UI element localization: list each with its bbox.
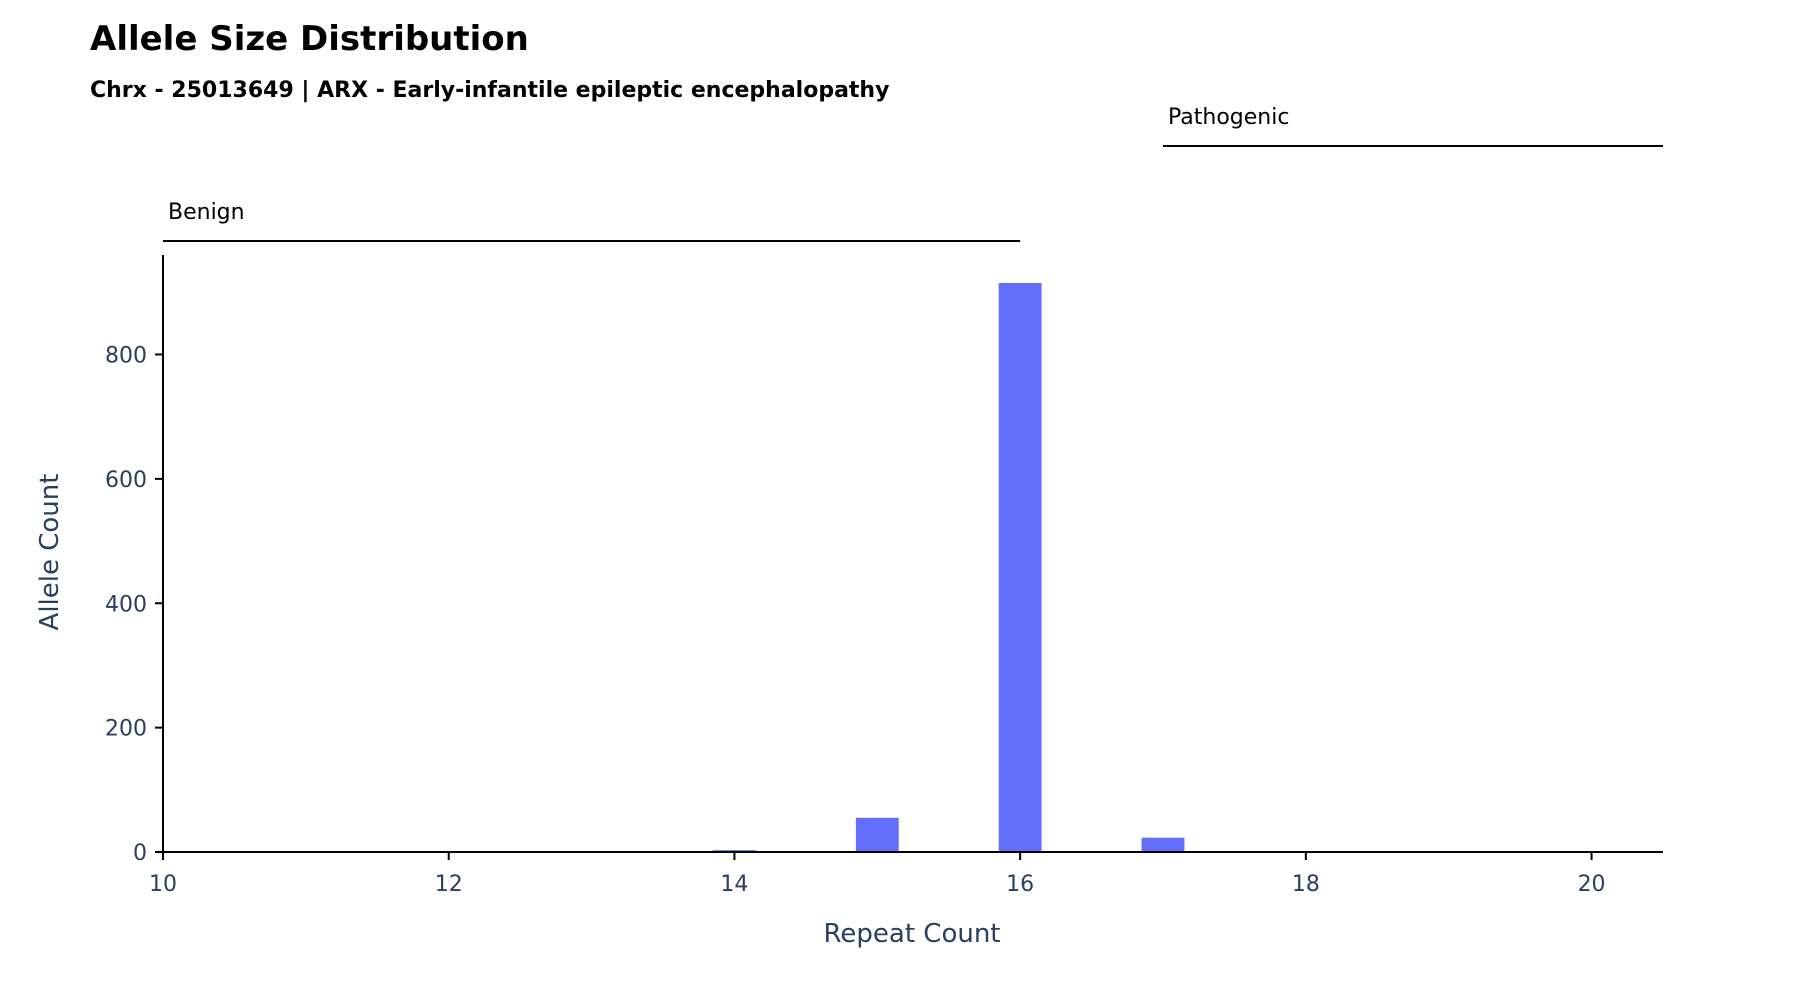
chart-title: Allele Size Distribution [90,19,529,59]
y-tick-label: 0 [133,841,147,866]
x-tick-label: 12 [435,872,463,897]
range-label-benign: Benign [168,200,245,225]
x-tick-label: 10 [149,872,177,897]
x-axis-label: Repeat Count [824,919,1001,949]
y-tick-label: 400 [105,592,147,617]
x-tick-label: 18 [1292,872,1320,897]
bar-16 [998,282,1042,852]
y-tick-label: 600 [105,468,147,493]
bar-15 [855,817,899,852]
range-annotations: Benign Pathogenic [163,105,1663,242]
x-tick-label: 20 [1578,872,1606,897]
y-tick-label: 800 [105,344,147,369]
bar-17 [1141,837,1185,852]
chart-subtitle: Chrx - 25013649 | ARX - Early-infantile … [90,78,889,103]
range-label-pathogenic: Pathogenic [1168,105,1289,130]
bars [713,282,1328,852]
y-tick-label: 200 [105,717,147,742]
y-axis-label: Allele Count [35,474,65,631]
x-tick-label: 16 [1006,872,1034,897]
x-tick-label: 14 [720,872,748,897]
